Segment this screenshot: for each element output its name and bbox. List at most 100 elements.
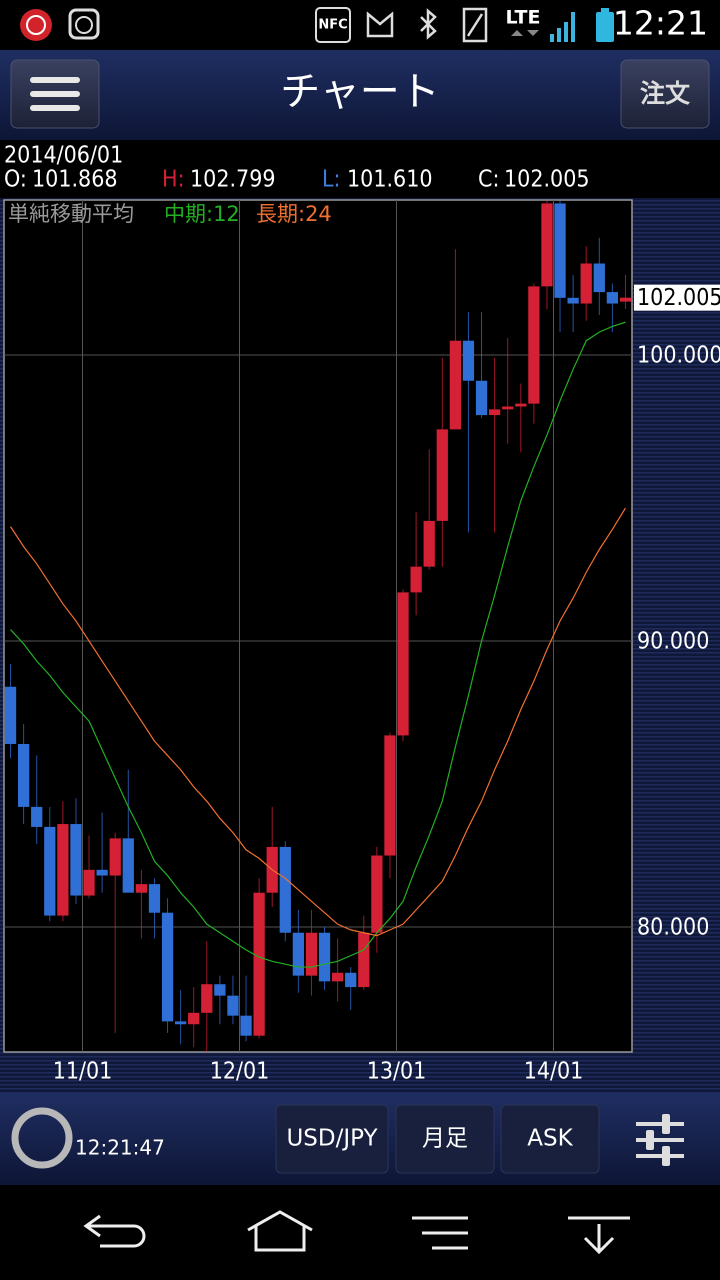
moving-average-line bbox=[10, 507, 626, 937]
candle-body bbox=[318, 932, 331, 982]
page-title: チャート bbox=[280, 69, 440, 115]
candle-body bbox=[488, 409, 501, 416]
vibrate-icon bbox=[366, 11, 394, 38]
candle-body bbox=[279, 846, 291, 933]
ohlc-value: 102.005 bbox=[504, 167, 590, 193]
candle-body bbox=[567, 297, 579, 304]
candle-body bbox=[109, 838, 121, 876]
battery-tip bbox=[601, 8, 609, 12]
candle-body bbox=[253, 892, 265, 1036]
footer-button-label: ASK bbox=[527, 1126, 573, 1152]
x-tick-label: 13/01 bbox=[367, 1059, 427, 1085]
candle-body bbox=[371, 855, 383, 933]
x-tick-label: 11/01 bbox=[53, 1059, 113, 1085]
settings-button[interactable] bbox=[636, 1114, 684, 1166]
candle-body bbox=[475, 380, 488, 416]
legend: 単純移動平均 中期:12 長期:24 bbox=[8, 202, 332, 226]
data-arrows bbox=[511, 30, 539, 36]
candle-body bbox=[214, 984, 226, 996]
ohlc-info: O: 101.868 H: 102.799 L: 101.610 C: 102.005 bbox=[4, 167, 590, 193]
alarm-face bbox=[75, 16, 93, 34]
footer-button[interactable] bbox=[275, 1104, 389, 1174]
ohlc-value: 101.868 bbox=[32, 167, 118, 193]
candle-body bbox=[528, 286, 540, 404]
hide-button[interactable] bbox=[568, 1216, 630, 1255]
lte-label: LTE bbox=[506, 7, 541, 29]
indicator-title: 単純移動平均 bbox=[8, 202, 134, 226]
legend-entry: 長期:24 bbox=[256, 202, 332, 226]
candle-body bbox=[201, 984, 213, 1013]
last-price-box bbox=[634, 284, 720, 311]
candle-body bbox=[358, 932, 370, 988]
candle-body bbox=[227, 995, 239, 1016]
settings-knob bbox=[662, 1114, 670, 1134]
candle-body bbox=[122, 838, 134, 893]
update-time: 12:21:47 bbox=[75, 1136, 165, 1160]
home-button[interactable] bbox=[247, 1210, 313, 1252]
signal-icon bbox=[550, 12, 575, 42]
candle-body bbox=[554, 203, 566, 298]
refresh-ring[interactable] bbox=[11, 1107, 73, 1169]
candle-body bbox=[44, 826, 56, 916]
plot-area bbox=[3, 199, 633, 1053]
order-button-label: 注文 bbox=[640, 79, 690, 108]
legend-entry: 中期:12 bbox=[164, 202, 240, 226]
y-tick-label: 100.000 bbox=[637, 343, 720, 369]
footer-button-label: USD/JPY bbox=[286, 1126, 378, 1152]
nfc-label: NFC bbox=[318, 18, 347, 33]
candle-body bbox=[292, 932, 305, 976]
candle-body bbox=[57, 824, 69, 916]
candle-body bbox=[31, 806, 43, 827]
footer-button[interactable] bbox=[500, 1104, 600, 1174]
ohlc-label: C: bbox=[478, 167, 499, 193]
candle-body bbox=[462, 340, 475, 381]
candle-body bbox=[593, 263, 605, 293]
candle-body bbox=[580, 263, 592, 304]
ohlc-value: 101.610 bbox=[347, 167, 433, 193]
candle-body bbox=[502, 406, 514, 410]
footer: 12:21:47 USD/JPY 月足 ASK bbox=[0, 1093, 720, 1185]
candle-body bbox=[436, 429, 448, 521]
candle-body bbox=[345, 972, 357, 988]
candle-body bbox=[619, 297, 632, 302]
candle-body bbox=[83, 869, 95, 896]
sim-icon bbox=[462, 7, 488, 43]
candle-body bbox=[449, 340, 462, 430]
ohlc-label: L: bbox=[322, 167, 341, 193]
candle-body bbox=[70, 824, 82, 896]
back-button[interactable] bbox=[83, 1214, 146, 1248]
menu-nav-button[interactable] bbox=[412, 1216, 468, 1250]
candle-body bbox=[4, 686, 17, 744]
settings-knob bbox=[662, 1146, 670, 1166]
y-tick-label: 90.000 bbox=[637, 629, 709, 655]
header: チャート 注文 bbox=[0, 50, 720, 140]
sim-slash bbox=[466, 13, 484, 37]
plot-marks bbox=[4, 200, 632, 1052]
candle-body bbox=[96, 869, 108, 876]
menu-icon bbox=[30, 77, 80, 111]
candle-body bbox=[541, 203, 553, 287]
candle-body bbox=[305, 932, 318, 976]
candle-body bbox=[188, 1012, 200, 1025]
candle-body bbox=[240, 1015, 252, 1036]
header-bar bbox=[0, 50, 720, 140]
candle-body bbox=[174, 1021, 187, 1025]
footer-button[interactable] bbox=[395, 1104, 495, 1174]
bar-date: 2014/06/01 bbox=[4, 143, 123, 169]
x-tick-label: 14/01 bbox=[524, 1059, 584, 1085]
candle-body bbox=[397, 592, 409, 736]
ohlc-label: H: bbox=[162, 167, 185, 193]
ohlc-value: 102.799 bbox=[190, 167, 276, 193]
candle-body bbox=[148, 884, 161, 913]
last-price-label: 102.005 bbox=[637, 285, 720, 311]
status-bar: NFC LTE 12:21 bbox=[20, 4, 708, 43]
battery-icon bbox=[596, 12, 614, 42]
candle-body bbox=[423, 520, 435, 567]
order-button[interactable] bbox=[620, 59, 710, 129]
axes: 80.000 90.000 100.000 11/01 12/01 13/01 14/01 1… bbox=[53, 284, 720, 1085]
bluetooth-icon bbox=[420, 8, 437, 40]
candle-body bbox=[606, 292, 619, 304]
nav-bar bbox=[83, 1210, 630, 1255]
